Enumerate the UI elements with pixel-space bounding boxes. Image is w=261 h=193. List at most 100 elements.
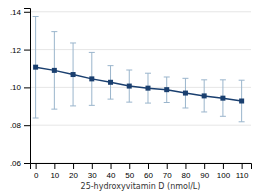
y-tick-mark bbox=[24, 12, 30, 13]
x-tick: 80 bbox=[181, 163, 190, 180]
marker bbox=[202, 93, 207, 98]
x-axis: 0 10 20 30 40 50 60 70 80 90 100 110 bbox=[31, 163, 252, 180]
marker bbox=[220, 96, 225, 101]
error-cap-lower bbox=[108, 99, 114, 100]
line bbox=[36, 67, 242, 101]
y-tick-label: .06 bbox=[10, 159, 22, 168]
error-cap-upper bbox=[126, 70, 132, 71]
grid-line bbox=[30, 49, 251, 50]
error-cap-lower bbox=[126, 102, 132, 103]
marker bbox=[71, 72, 76, 77]
x-tick-mark bbox=[242, 163, 243, 169]
error-cap-lower bbox=[239, 121, 245, 122]
x-tick-mark bbox=[36, 163, 37, 169]
error-cap-upper bbox=[33, 16, 39, 17]
x-tick-mark bbox=[148, 163, 149, 169]
error-cap-upper bbox=[108, 65, 114, 66]
y-tick-label: .12 bbox=[10, 46, 22, 55]
y-tick: .12 bbox=[10, 46, 30, 55]
x-tick-label: 90 bbox=[200, 171, 209, 180]
marker bbox=[145, 86, 150, 91]
marker bbox=[52, 68, 57, 73]
x-tick-label: 100 bbox=[217, 171, 231, 180]
x-tick-mark bbox=[54, 163, 55, 169]
x-tick-mark bbox=[129, 163, 130, 169]
error-cap-lower bbox=[51, 109, 57, 110]
y-tick-mark bbox=[24, 87, 30, 88]
y-tick: .10 bbox=[10, 83, 30, 92]
error-cap-lower bbox=[201, 111, 207, 112]
marker bbox=[108, 80, 113, 85]
x-tick-label: 60 bbox=[144, 171, 153, 180]
error-cap-upper bbox=[220, 79, 226, 80]
grid-line bbox=[30, 125, 251, 126]
y-tick-label: .14 bbox=[10, 8, 22, 17]
marker bbox=[164, 87, 169, 92]
x-tick-label: 50 bbox=[125, 171, 134, 180]
error-cap-lower bbox=[145, 103, 151, 104]
error-cap-upper bbox=[145, 73, 151, 74]
x-tick-label: 70 bbox=[163, 171, 172, 180]
x-tick-mark bbox=[204, 163, 205, 169]
marker bbox=[127, 84, 132, 89]
marks bbox=[33, 17, 245, 122]
error-cap-lower bbox=[70, 105, 76, 106]
y-tick-mark bbox=[24, 50, 30, 51]
error-cap-lower bbox=[164, 102, 170, 103]
error-cap-lower bbox=[220, 116, 226, 117]
x-axis-title: 25-hydroxyvitamin D (nmol/L) bbox=[81, 182, 201, 191]
plot-area: 0 10 20 30 40 50 60 70 80 90 100 110 .06 .08 .10 .12 .14 bbox=[10, 8, 252, 180]
x-tick-mark bbox=[73, 163, 74, 169]
x-tick: 110 bbox=[236, 163, 249, 180]
x-tick-label: 80 bbox=[181, 171, 190, 180]
x-tick: 70 bbox=[163, 163, 172, 180]
chart: 0 10 20 30 40 50 60 70 80 90 100 110 .06 .08 .10 .12 .14… bbox=[0, 0, 261, 193]
error-bars bbox=[33, 17, 245, 122]
error-cap-upper bbox=[51, 31, 57, 32]
marker bbox=[33, 65, 38, 70]
x-tick-label: 20 bbox=[69, 171, 78, 180]
x-tick-mark bbox=[185, 163, 186, 169]
x-tick: 0 bbox=[34, 163, 39, 180]
marker bbox=[89, 76, 94, 81]
x-tick-mark bbox=[92, 163, 93, 169]
x-tick-mark bbox=[167, 163, 168, 169]
x-tick: 60 bbox=[144, 163, 153, 180]
y-axis-line bbox=[24, 9, 31, 164]
error-cap-lower bbox=[89, 105, 95, 106]
y-tick-label: .10 bbox=[10, 83, 22, 92]
markers bbox=[33, 65, 244, 104]
error-cap-lower bbox=[33, 118, 39, 119]
y-tick-label: .08 bbox=[10, 121, 22, 130]
y-axis: .06 .08 .10 .12 .14 bbox=[10, 8, 31, 168]
error-cap-upper bbox=[70, 42, 76, 43]
y-tick: .08 bbox=[10, 121, 30, 130]
x-tick-mark bbox=[111, 163, 112, 169]
chart-container: 0 10 20 30 40 50 60 70 80 90 100 110 .06 .08 .10 .12 .14… bbox=[0, 0, 261, 193]
x-tick-label: 40 bbox=[107, 171, 116, 180]
x-axis-line bbox=[31, 164, 252, 170]
x-tick-label: 30 bbox=[88, 171, 97, 180]
error-cap-upper bbox=[164, 76, 170, 77]
y-tick: .14 bbox=[10, 8, 30, 17]
marker bbox=[183, 91, 188, 96]
y-tick-mark bbox=[24, 163, 30, 164]
x-tick: 90 bbox=[200, 163, 209, 180]
y-tick-mark bbox=[24, 125, 30, 126]
x-tick: 20 bbox=[69, 163, 78, 180]
x-tick: 100 bbox=[217, 163, 231, 180]
error-cap-upper bbox=[182, 78, 188, 79]
grid bbox=[30, 12, 251, 163]
grid-line bbox=[30, 11, 251, 12]
marker bbox=[239, 99, 244, 104]
x-tick: 40 bbox=[107, 163, 116, 180]
error-cap-lower bbox=[182, 107, 188, 108]
x-tick-label: 10 bbox=[50, 171, 59, 180]
x-tick: 10 bbox=[50, 163, 59, 180]
error-cap-upper bbox=[239, 80, 245, 81]
y-tick: .06 bbox=[10, 159, 30, 168]
error-cap-upper bbox=[89, 52, 95, 53]
x-tick-label: 110 bbox=[236, 171, 249, 180]
x-tick: 30 bbox=[88, 163, 97, 180]
error-cap-upper bbox=[201, 79, 207, 80]
